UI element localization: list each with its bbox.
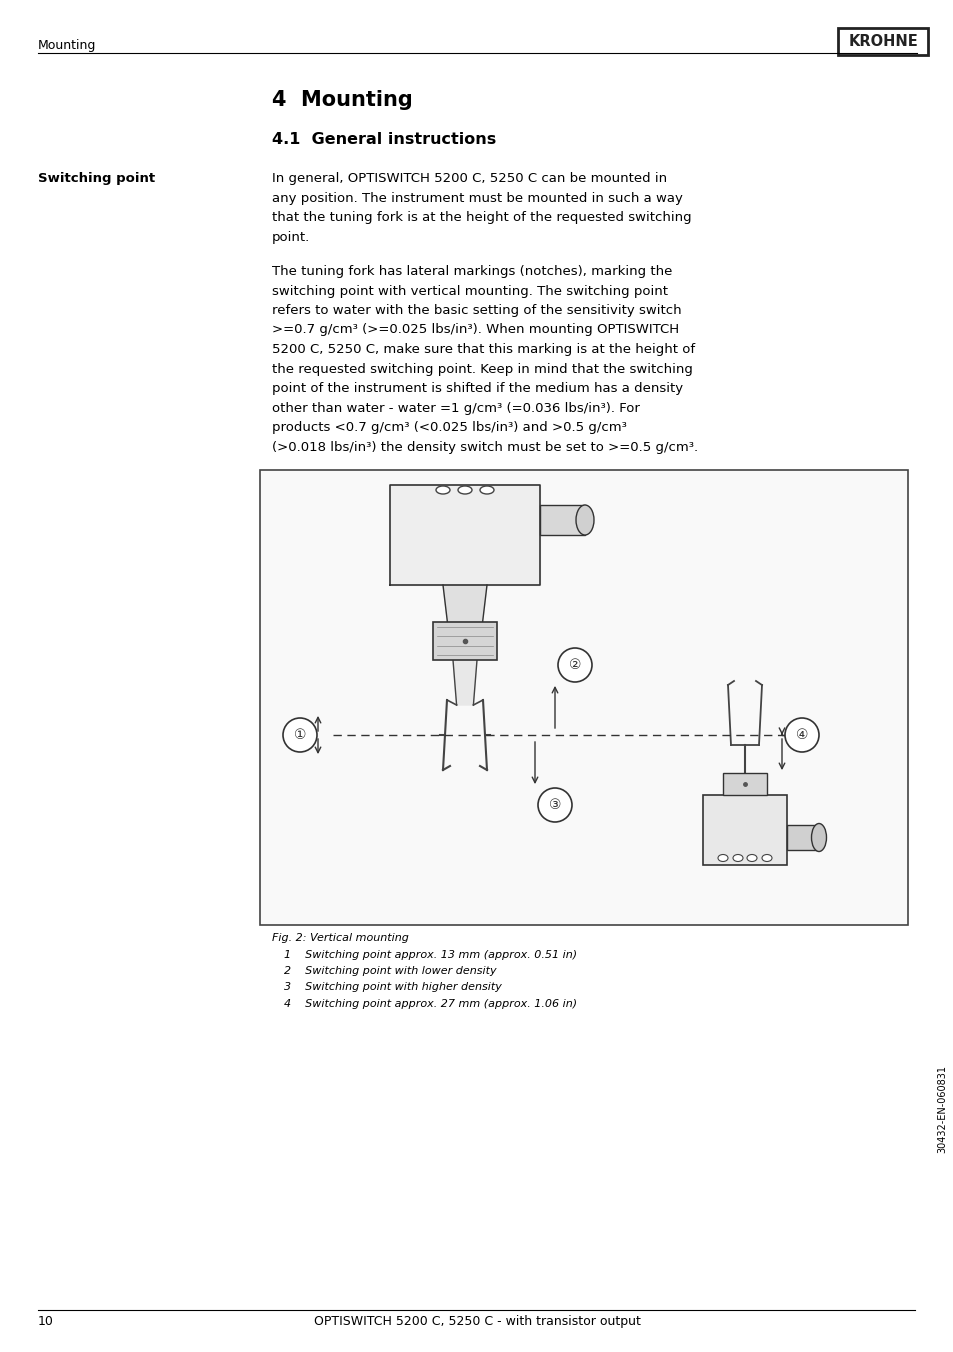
- Text: >=0.7 g/cm³ (>=0.025 lbs/in³). When mounting OPTISWITCH: >=0.7 g/cm³ (>=0.025 lbs/in³). When moun…: [272, 323, 679, 337]
- Polygon shape: [453, 660, 476, 704]
- Ellipse shape: [457, 485, 472, 493]
- Text: 4.1  General instructions: 4.1 General instructions: [272, 132, 496, 147]
- Text: ①: ①: [294, 727, 306, 742]
- Bar: [433, 622, 497, 660]
- Polygon shape: [442, 585, 486, 622]
- Ellipse shape: [732, 854, 742, 861]
- Text: Fig. 2: Vertical mounting: Fig. 2: Vertical mounting: [272, 933, 409, 942]
- Text: point.: point.: [272, 230, 310, 243]
- Ellipse shape: [761, 854, 771, 861]
- Text: switching point with vertical mounting. The switching point: switching point with vertical mounting. …: [272, 284, 667, 297]
- Bar: [722, 773, 766, 795]
- Text: (>0.018 lbs/in³) the density switch must be set to >=0.5 g/cm³.: (>0.018 lbs/in³) the density switch must…: [272, 441, 698, 453]
- Ellipse shape: [811, 823, 825, 852]
- Text: refers to water with the basic setting of the sensitivity switch: refers to water with the basic setting o…: [272, 304, 680, 316]
- Circle shape: [283, 718, 316, 752]
- Text: other than water - water =1 g/cm³ (=0.036 lbs/in³). For: other than water - water =1 g/cm³ (=0.03…: [272, 402, 639, 415]
- Text: 4    Switching point approx. 27 mm (approx. 1.06 in): 4 Switching point approx. 27 mm (approx.…: [284, 999, 577, 1009]
- Text: the requested switching point. Keep in mind that the switching: the requested switching point. Keep in m…: [272, 362, 692, 376]
- Bar: [539, 506, 584, 535]
- Text: products <0.7 g/cm³ (<0.025 lbs/in³) and >0.5 g/cm³: products <0.7 g/cm³ (<0.025 lbs/in³) and…: [272, 420, 626, 434]
- Ellipse shape: [746, 854, 757, 861]
- Text: 5200 C, 5250 C, make sure that this marking is at the height of: 5200 C, 5250 C, make sure that this mark…: [272, 343, 695, 356]
- Ellipse shape: [718, 854, 727, 861]
- Text: that the tuning fork is at the height of the requested switching: that the tuning fork is at the height of…: [272, 211, 691, 224]
- Text: ④: ④: [795, 727, 807, 742]
- Text: KROHNE: KROHNE: [847, 34, 917, 49]
- Text: 30432-EN-060831: 30432-EN-060831: [936, 1064, 946, 1153]
- Text: In general, OPTISWITCH 5200 C, 5250 C can be mounted in: In general, OPTISWITCH 5200 C, 5250 C ca…: [272, 172, 666, 185]
- Bar: [837, 28, 927, 55]
- Circle shape: [558, 648, 592, 681]
- Ellipse shape: [436, 485, 450, 493]
- Bar: [786, 825, 818, 850]
- Text: 1    Switching point approx. 13 mm (approx. 0.51 in): 1 Switching point approx. 13 mm (approx.…: [284, 949, 577, 960]
- Text: Mounting: Mounting: [38, 39, 96, 51]
- Text: ②: ②: [568, 658, 580, 672]
- Text: any position. The instrument must be mounted in such a way: any position. The instrument must be mou…: [272, 192, 682, 204]
- Text: point of the instrument is shifted if the medium has a density: point of the instrument is shifted if th…: [272, 383, 682, 395]
- Ellipse shape: [576, 506, 594, 535]
- Text: OPTISWITCH 5200 C, 5250 C - with transistor output: OPTISWITCH 5200 C, 5250 C - with transis…: [314, 1315, 639, 1328]
- Text: Switching point: Switching point: [38, 172, 155, 185]
- Circle shape: [537, 788, 572, 822]
- Polygon shape: [390, 485, 539, 585]
- Bar: [260, 470, 907, 925]
- Ellipse shape: [479, 485, 494, 493]
- Text: The tuning fork has lateral markings (notches), marking the: The tuning fork has lateral markings (no…: [272, 265, 672, 279]
- Text: ③: ③: [548, 798, 560, 813]
- Bar: [702, 795, 786, 865]
- Text: 2    Switching point with lower density: 2 Switching point with lower density: [284, 965, 497, 976]
- Text: 3    Switching point with higher density: 3 Switching point with higher density: [284, 983, 501, 992]
- Circle shape: [784, 718, 818, 752]
- Text: 10: 10: [38, 1315, 53, 1328]
- Text: 4  Mounting: 4 Mounting: [272, 91, 413, 110]
